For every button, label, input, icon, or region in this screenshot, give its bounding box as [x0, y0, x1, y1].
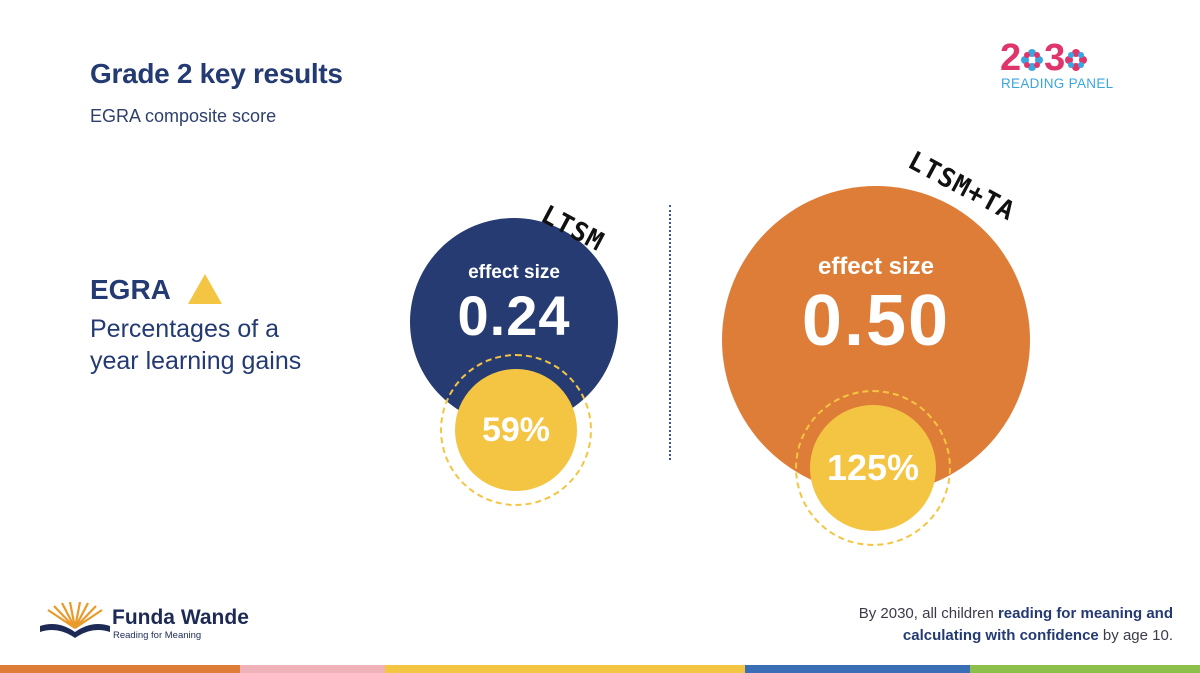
group-divider: [669, 205, 671, 460]
ltsm-effect-value: 0.24: [457, 284, 571, 347]
page-title: Grade 2 key results: [90, 58, 343, 89]
mission-bold-2: calculating with confidence: [902, 627, 1099, 644]
gains-line-2: year learning gains: [90, 347, 302, 375]
ltsm-ta-effect-label: effect size: [817, 253, 935, 280]
ltsm-ta-percent-circle: 125%: [810, 405, 936, 531]
ltsm-ta-percent-value: 125%: [826, 447, 920, 488]
ltsm-percent-ring: [440, 354, 592, 506]
logo-subtitle: READING PANEL: [1001, 76, 1114, 91]
footer-stripe-pink: [240, 665, 385, 673]
mission-prefix: By 2030, all children: [858, 605, 998, 622]
footer-stripe-orange: [0, 665, 240, 673]
flower-icon: [1020, 40, 1044, 71]
ltsm-ta-percent-ring: [795, 390, 951, 546]
egra-label: EGRA: [90, 274, 171, 305]
footer-stripe-green: [970, 665, 1200, 673]
flower-icon: [1064, 40, 1088, 71]
gains-line-1: Percentages of a: [90, 315, 280, 343]
triangle-icon: [188, 274, 222, 304]
page-subtitle: EGRA composite score: [90, 106, 277, 126]
logo-digit-2: 2: [1000, 37, 1021, 79]
ltsm-percent-circle: 59%: [455, 369, 577, 491]
logo-digit-3: 3: [1044, 37, 1065, 79]
ltsm-effect-label: effect size: [468, 262, 560, 283]
ltsm-ta-effect-value: 0.50: [801, 281, 951, 361]
footer-stripe-yellow: [385, 665, 745, 673]
mission-bold-1: reading for meaning and: [997, 605, 1173, 622]
footer-stripe-blue: [745, 665, 970, 673]
mission-suffix: by age 10.: [1098, 627, 1173, 644]
gains-description: Percentages of a year learning gains: [90, 313, 350, 377]
ltsm-percent-value: 59%: [481, 410, 551, 449]
brand-name: Funda Wande: [112, 606, 249, 629]
mission-statement: By 2030, all children reading for meanin…: [813, 603, 1173, 647]
open-book-icon: [40, 602, 110, 638]
brand-tagline: Reading for Meaning: [113, 630, 202, 641]
